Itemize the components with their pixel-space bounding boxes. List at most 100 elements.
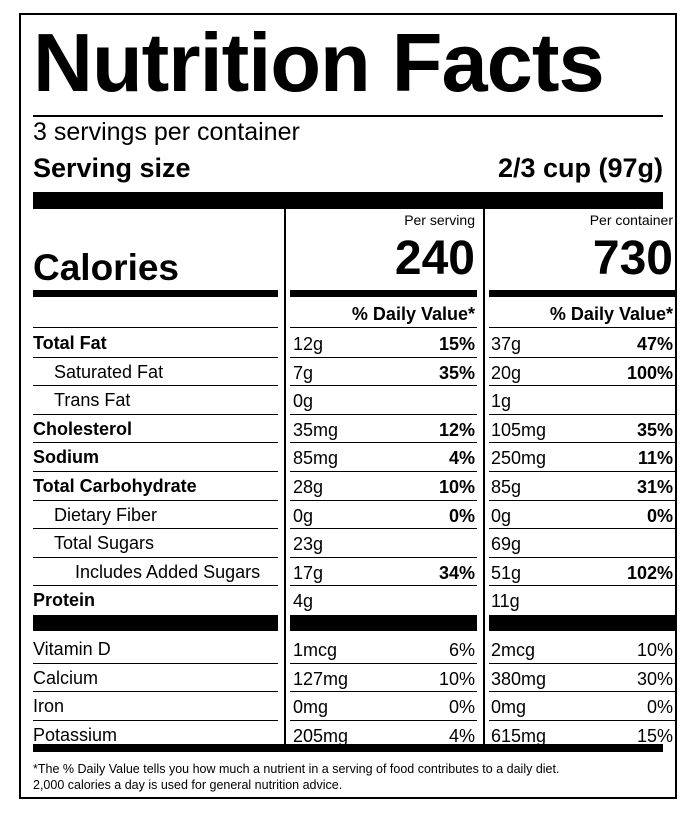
nutrient-name: Saturated Fat	[54, 361, 164, 382]
daily-value-per-container: 10%	[636, 640, 673, 660]
amount-per-container: 51g	[491, 562, 522, 583]
serving-thick-bar	[33, 192, 663, 209]
row-divider	[290, 720, 477, 721]
nutrient-name: Total Carbohydrate	[33, 476, 197, 496]
amount-per-container: 250mg	[491, 448, 547, 469]
amount-per-serving: 0g	[293, 391, 314, 412]
amount-per-serving: 17g	[293, 562, 324, 583]
section-bar	[489, 615, 675, 631]
row-divider	[33, 327, 278, 328]
daily-value-per-container: 35%	[636, 419, 673, 440]
row-divider	[290, 385, 477, 386]
daily-value-per-serving: 12%	[438, 419, 475, 440]
nutrient-name: Vitamin D	[33, 639, 111, 659]
row-divider	[33, 414, 278, 415]
calories-per-serving: 240	[394, 232, 475, 285]
row-divider	[33, 720, 278, 721]
amount-per-container: 105mg	[491, 419, 547, 440]
bottom-thick-bar	[33, 744, 663, 752]
nutrient-name: Total Sugars	[54, 533, 155, 554]
vitamin-row: Calcium 127mg 10% 380mg 30%	[21, 664, 675, 692]
nutrient-row: Includes Added Sugars 17g 34% 51g 102%	[21, 558, 675, 586]
amount-per-container: 1g	[491, 391, 512, 412]
amount-per-serving: 85mg	[293, 448, 339, 469]
daily-value-per-container: 31%	[636, 477, 673, 497]
column-divider-right	[483, 209, 485, 747]
row-divider	[489, 385, 675, 386]
amount-per-serving: 0mg	[293, 697, 329, 718]
daily-value-per-container: 11%	[637, 448, 673, 469]
row-divider	[489, 471, 675, 472]
nutrient-row: Total Fat 12g 15% 37g 47%	[21, 329, 675, 357]
daily-value-per-serving: 15%	[438, 334, 475, 354]
row-divider	[489, 357, 675, 358]
daily-value-per-container: 0%	[646, 505, 673, 526]
daily-value-per-serving: 0%	[448, 697, 475, 718]
daily-value-per-container: 15%	[636, 725, 673, 746]
serving-size-value: 2/3 cup (97g)	[497, 153, 663, 183]
row-divider	[489, 663, 675, 664]
per-serving-header: Per serving	[404, 212, 475, 228]
vitamin-row: Iron 0mg 0% 0mg 0%	[21, 692, 675, 720]
amount-per-container: 37g	[491, 334, 522, 354]
row-divider	[33, 691, 278, 692]
row-divider	[489, 500, 675, 501]
row-divider	[290, 442, 477, 443]
daily-value-header-container: % Daily Value*	[549, 304, 673, 324]
row-divider	[33, 528, 278, 529]
section-bar	[33, 615, 278, 631]
nutrient-name: Trans Fat	[54, 390, 131, 411]
daily-value-per-serving: 6%	[448, 640, 475, 660]
row-divider	[290, 585, 477, 586]
serving-size-label: Serving size	[33, 153, 191, 183]
daily-value-per-serving: 4%	[448, 725, 475, 746]
row-divider	[290, 471, 477, 472]
column-divider-left	[284, 209, 286, 747]
row-divider	[33, 500, 278, 501]
nutrient-row: Protein 4g 11g	[21, 586, 675, 614]
vitamin-row: Vitamin D 1mcg 6% 2mcg 10%	[21, 635, 675, 663]
nutrient-name: Iron	[33, 696, 65, 717]
calories-per-container: 730	[592, 232, 673, 285]
section-bar	[290, 615, 477, 631]
nutrient-row: Dietary Fiber 0g 0% 0g 0%	[21, 501, 675, 529]
calories-bar-right	[489, 290, 675, 297]
row-divider	[33, 385, 278, 386]
daily-value-header-serving: % Daily Value*	[351, 304, 475, 324]
calories-bar-left	[33, 290, 278, 297]
row-divider	[290, 691, 477, 692]
row-divider	[33, 471, 278, 472]
daily-value-per-serving: 35%	[438, 362, 475, 383]
nutrient-name: Dietary Fiber	[54, 504, 158, 525]
nutrient-name: Includes Added Sugars	[75, 561, 261, 582]
daily-value-per-serving: 10%	[438, 668, 475, 689]
footnote-line-1: *The % Daily Value tells you how much a …	[33, 762, 560, 776]
amount-per-serving: 12g	[293, 334, 324, 354]
amount-per-serving: 28g	[293, 477, 324, 497]
amount-per-container: 380mg	[491, 668, 547, 689]
nutrient-row: Total Sugars 23g 69g	[21, 529, 675, 557]
amount-per-container: 20g	[491, 362, 522, 383]
nutrient-name: Sodium	[33, 447, 99, 468]
row-divider	[290, 327, 477, 328]
row-divider	[33, 442, 278, 443]
amount-per-container: 85g	[491, 477, 522, 497]
title-divider	[33, 115, 663, 117]
amount-per-container: 615mg	[491, 725, 547, 746]
daily-value-per-container: 30%	[636, 668, 673, 689]
nutrient-row: Trans Fat 0g 1g	[21, 386, 675, 414]
row-divider	[489, 414, 675, 415]
row-divider	[489, 585, 675, 586]
amount-per-serving: 127mg	[293, 668, 349, 689]
label-title: Nutrition Facts	[33, 16, 605, 109]
amount-per-container: 0g	[491, 505, 512, 526]
amount-per-container: 0mg	[491, 697, 527, 718]
amount-per-serving: 7g	[293, 362, 314, 383]
calories-bar-mid	[290, 290, 477, 297]
amount-per-serving: 0g	[293, 505, 314, 526]
amount-per-container: 2mcg	[491, 640, 536, 660]
nutrient-name: Calcium	[33, 667, 99, 688]
row-divider	[33, 557, 278, 558]
row-divider	[489, 442, 675, 443]
daily-value-per-container: 47%	[636, 334, 673, 354]
